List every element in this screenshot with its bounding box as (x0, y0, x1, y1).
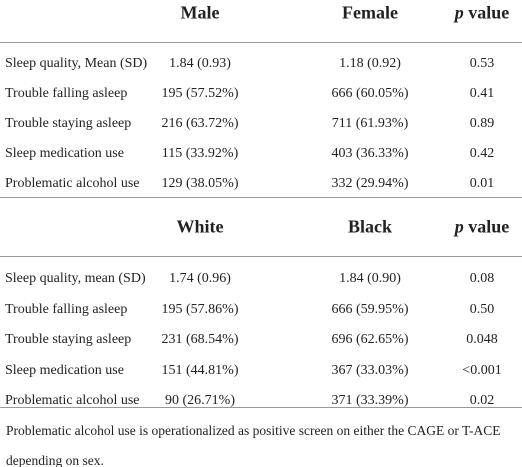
table-cell: 696 (62.65%) (331, 332, 409, 347)
rule (0, 256, 522, 257)
table-cell: 367 (33.03%) (331, 362, 409, 378)
table-cell: 90 (26.71%) (165, 393, 235, 408)
table-cell: 0.89 (469, 116, 495, 131)
footnote: Problematic alcohol use is operationaliz… (6, 423, 501, 467)
column-header: Female (342, 2, 398, 23)
table-cell: 195 (57.86%) (161, 301, 239, 317)
table-cell: 0.53 (469, 56, 495, 71)
row-label: Sleep quality, Mean (SD) (5, 56, 148, 71)
row-label: Trouble staying asleep (5, 116, 132, 131)
row-label: Sleep quality, mean (SD) (5, 271, 146, 286)
p-symbol: p (454, 2, 464, 23)
table-cell: 1.18 (0.92) (339, 56, 401, 71)
table-cell: 666 (60.05%) (331, 86, 409, 101)
table-cell: 1.84 (0.93) (169, 56, 231, 71)
table-cell: 0.01 (469, 176, 495, 191)
row-label: Problematic alcohol use (5, 176, 140, 191)
column-header: p value (455, 217, 510, 238)
row-label: Problematic alcohol use (5, 393, 140, 408)
table-cell: 666 (59.95%) (331, 301, 409, 317)
table-cell: 0.08 (469, 271, 495, 286)
table-cell: 1.74 (0.96) (169, 271, 231, 286)
column-header: White (176, 216, 224, 237)
table-cell: 0.41 (469, 86, 495, 101)
row-label: Sleep medication use (5, 362, 124, 378)
row-label: Trouble falling asleep (5, 301, 128, 317)
rule (0, 197, 522, 198)
table-cell: 216 (63.72%) (161, 116, 239, 131)
table-cell: <0.001 (462, 362, 502, 378)
row-label: Trouble falling asleep (5, 86, 128, 101)
row-label: Trouble staying asleep (5, 332, 132, 347)
table-cell: 0.42 (469, 146, 495, 161)
rule (0, 407, 522, 408)
table-cell: 0.50 (469, 301, 495, 317)
table-cell: 1.84 (0.90) (339, 271, 401, 286)
table-cell: 332 (29.94%) (331, 176, 409, 191)
table-cell: 711 (61.93%) (331, 116, 409, 131)
table-cell: 0.048 (466, 332, 498, 347)
table-cell: 371 (33.39%) (331, 393, 409, 408)
column-header: p value (455, 3, 510, 24)
table-cell: 115 (33.92%) (161, 146, 239, 161)
column-header: Male (180, 2, 220, 23)
p-symbol: p (454, 216, 464, 237)
table-cell: 129 (38.05%) (161, 176, 239, 191)
p-header-text: value (468, 2, 510, 23)
table-cell: 0.02 (469, 393, 495, 408)
row-label: Sleep medication use (5, 146, 124, 161)
table-cell: 195 (57.52%) (161, 86, 239, 101)
rule (0, 42, 522, 43)
p-header-text: value (468, 216, 510, 237)
table-cell: 231 (68.54%) (161, 332, 239, 347)
column-header: Black (347, 216, 393, 237)
table-cell: 403 (36.33%) (331, 146, 409, 161)
table-cell: 151 (44.81%) (161, 362, 239, 378)
